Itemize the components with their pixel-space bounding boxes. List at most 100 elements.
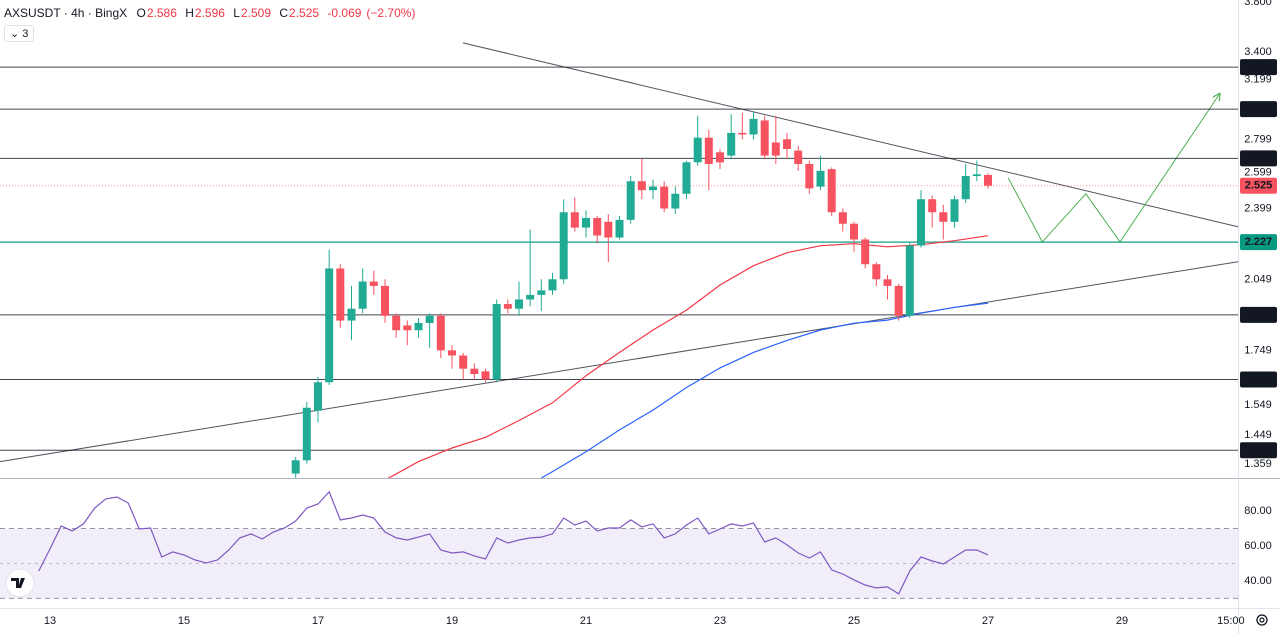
candle-body	[570, 212, 579, 228]
candle-body	[861, 239, 870, 265]
candle-body	[649, 186, 658, 191]
rsi-line	[38, 490, 989, 595]
candle-body	[325, 268, 334, 383]
candle-body	[492, 304, 501, 380]
ohlc-label: L	[233, 6, 240, 20]
x-tick-label: 23	[714, 615, 726, 627]
ohlc-label: O	[136, 6, 146, 20]
price-label-bg	[1240, 371, 1277, 388]
y-tick-label: 1.359	[1244, 458, 1272, 470]
candle-body	[693, 137, 702, 163]
x-tick-label: 15	[178, 615, 190, 627]
candle-body	[604, 221, 613, 238]
change: -0.069	[327, 6, 362, 20]
moving-average	[387, 235, 989, 478]
candle-body	[481, 371, 490, 380]
y-tick-label: 2.599	[1244, 167, 1272, 179]
y-tick-label: 1.749	[1244, 345, 1272, 357]
y-tick-label: 3.199	[1244, 73, 1272, 85]
candle-body	[838, 212, 847, 224]
indicators-count: 3	[22, 28, 29, 40]
candle-body	[671, 193, 680, 209]
y-tick-label: 1.449	[1244, 429, 1272, 441]
ohlc-value: 2.596	[194, 6, 225, 20]
candle-body	[794, 150, 803, 164]
candle-body	[459, 355, 468, 369]
rsi-tick-label: 80.00	[1244, 505, 1272, 517]
candle-body	[414, 322, 423, 331]
candle-body	[704, 137, 713, 164]
trendline	[0, 261, 1238, 463]
y-tick-label: 1.549	[1244, 399, 1272, 411]
x-tick-label: 27	[982, 615, 994, 627]
candle-body	[559, 212, 568, 280]
price-label-bg	[1240, 177, 1277, 194]
indicators-toggle[interactable]: ⌄ 3	[4, 25, 35, 42]
candle-body	[526, 294, 535, 300]
x-tick-label: 17	[312, 615, 324, 627]
price-pane	[0, 42, 1238, 478]
candle-body	[660, 186, 669, 209]
candle-body	[537, 290, 546, 295]
candle-body	[615, 219, 624, 238]
price-label-bg	[1240, 234, 1277, 251]
price-label-bg	[1240, 306, 1277, 323]
candle-body	[582, 217, 591, 228]
ohlc-value: 2.509	[240, 6, 271, 20]
axes: 3.800 3.400 3.199 2.799 2.599 2.399 2.049 1.749…	[44, 0, 1277, 627]
legend-header: AXSUSDT · 4h · BingX O2.586 H2.596 L2.50…	[4, 6, 420, 20]
candle-body	[514, 299, 523, 309]
y-tick-label: 2.399	[1244, 203, 1272, 215]
candle-body	[682, 162, 691, 194]
candle-body	[626, 181, 635, 220]
candle-body	[548, 279, 557, 291]
rsi-tick-label: 60.00	[1244, 540, 1272, 552]
candle-body	[894, 285, 903, 316]
settings-icon[interactable]	[1256, 614, 1268, 626]
price-label: 1.401	[1245, 444, 1273, 456]
candle-body	[369, 281, 378, 286]
candle-body	[850, 223, 859, 240]
candle-body	[738, 132, 747, 135]
price-label: 3.288	[1245, 61, 1273, 73]
candle-body	[905, 245, 914, 316]
candle-body	[972, 174, 981, 177]
y-tick-label: 2.049	[1244, 273, 1272, 285]
candle-body	[917, 199, 926, 246]
candle-body	[436, 315, 445, 351]
candle-body	[771, 142, 780, 156]
candle-body	[939, 212, 948, 222]
candle-body	[637, 181, 646, 191]
candle-body	[503, 304, 512, 309]
candle-body	[928, 199, 937, 213]
y-tick-label: 2.799	[1244, 133, 1272, 145]
candle-body	[984, 174, 993, 186]
x-tick-label: 19	[446, 615, 458, 627]
candle-body	[447, 350, 456, 356]
rsi-pane	[0, 490, 1238, 599]
tv-logo	[5, 568, 35, 598]
candle-body	[783, 139, 792, 149]
ohlc-label: H	[185, 6, 194, 20]
candle-body	[727, 132, 736, 156]
x-tick-label: 13	[44, 615, 56, 627]
price-label-bg	[1240, 59, 1277, 76]
y-tick-label: 3.400	[1244, 46, 1272, 58]
candle-body	[380, 285, 389, 316]
candle-body	[291, 460, 300, 474]
trendline	[1007, 94, 1220, 243]
candle-body	[392, 315, 401, 331]
ohlc-value: 2.525	[289, 6, 320, 20]
symbol-title: AXSUSDT · 4h · BingX	[4, 6, 128, 20]
candle-body	[425, 315, 434, 323]
candle-body	[336, 268, 345, 321]
candle-body	[593, 217, 602, 236]
price-label: 1.64	[1248, 373, 1270, 385]
candle-body	[749, 118, 758, 135]
candle-body	[961, 176, 970, 200]
x-tick-label: 21	[580, 615, 592, 627]
change-percent: (−2.70%)	[366, 6, 416, 20]
candle-body	[347, 308, 356, 321]
